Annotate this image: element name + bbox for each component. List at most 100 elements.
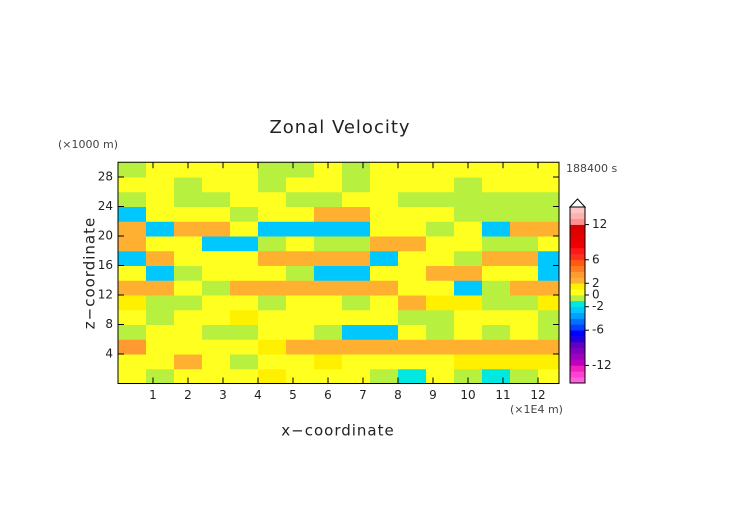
cell (118, 354, 147, 370)
cell (230, 265, 259, 281)
cell (118, 368, 147, 384)
cell (174, 368, 203, 384)
cell (118, 309, 147, 325)
cell (146, 221, 175, 237)
cell (174, 191, 203, 207)
cell (118, 206, 147, 222)
cell (426, 206, 455, 222)
colorbar-box (570, 300, 585, 308)
cell (482, 339, 511, 355)
cell (510, 280, 539, 296)
y-tick-label: 4 (105, 347, 113, 361)
cell (510, 324, 539, 340)
cell (370, 295, 399, 311)
cell (482, 324, 511, 340)
cell (482, 206, 511, 222)
cell (538, 324, 559, 340)
cell (482, 295, 511, 311)
cell (146, 339, 175, 355)
colorbar-tick-label: 0 (592, 288, 600, 302)
y-tick-label: 8 (105, 317, 113, 331)
x-axis-label: x−coordinate (281, 422, 394, 440)
colorbar-box (570, 371, 585, 378)
y-tick-label: 16 (98, 258, 113, 272)
cell (230, 221, 259, 237)
cell (342, 309, 371, 325)
cell (258, 309, 287, 325)
cell (146, 368, 175, 384)
cell (202, 324, 231, 340)
cell (398, 339, 427, 355)
cell (510, 265, 539, 281)
cell (370, 206, 399, 222)
cell (342, 265, 371, 281)
cell (398, 295, 427, 311)
x-tick-label: 12 (530, 388, 545, 402)
cell (314, 324, 343, 340)
cell (398, 206, 427, 222)
cell (342, 162, 371, 178)
colorbar-box (570, 312, 585, 319)
x-tick-label: 9 (429, 388, 437, 402)
cell (174, 162, 203, 178)
cell (286, 221, 315, 237)
colorbar-frame (569, 206, 586, 384)
colorbar-box (570, 324, 585, 331)
cell (258, 324, 287, 340)
cell (202, 368, 231, 384)
colorbar-box (570, 212, 585, 220)
x-tick-label: 4 (254, 388, 262, 402)
cell (146, 295, 175, 311)
cell (398, 191, 427, 207)
cell (230, 250, 259, 266)
cell (174, 236, 203, 252)
cell (454, 250, 483, 266)
cell (202, 354, 231, 370)
cell (146, 236, 175, 252)
cell (314, 206, 343, 222)
cell (426, 339, 455, 355)
cell (258, 339, 287, 355)
cell (202, 162, 231, 178)
cell (426, 162, 455, 178)
cell (510, 162, 539, 178)
colorbar-box (570, 218, 585, 225)
cell (538, 339, 559, 355)
cell (286, 162, 315, 178)
cell (398, 354, 427, 370)
cell (286, 309, 315, 325)
colorbar-box (570, 236, 585, 243)
cell (230, 339, 259, 355)
cell (454, 265, 483, 281)
chart-title: Zonal Velocity (269, 117, 410, 138)
cell (342, 250, 371, 266)
cell (258, 265, 287, 281)
cell (286, 265, 315, 281)
cell (426, 280, 455, 296)
colorbar-box (570, 207, 585, 214)
cell (538, 236, 559, 252)
cell (454, 295, 483, 311)
cell (538, 354, 559, 370)
cell (510, 221, 539, 237)
cell (370, 354, 399, 370)
cell (398, 162, 427, 178)
cell (202, 221, 231, 237)
x-tick-label: 7 (359, 388, 367, 402)
x-tick-label: 5 (289, 388, 297, 402)
cell (118, 295, 147, 311)
cell (342, 368, 371, 384)
cell (202, 177, 231, 193)
colorbar-box (570, 341, 585, 349)
cell (286, 177, 315, 193)
cell (230, 191, 259, 207)
x-tick-label: 10 (460, 388, 475, 402)
cell (314, 354, 343, 370)
cell (370, 339, 399, 355)
cell (174, 295, 203, 311)
cell (398, 265, 427, 281)
cell (146, 206, 175, 222)
cell (174, 354, 203, 370)
cell (118, 324, 147, 340)
